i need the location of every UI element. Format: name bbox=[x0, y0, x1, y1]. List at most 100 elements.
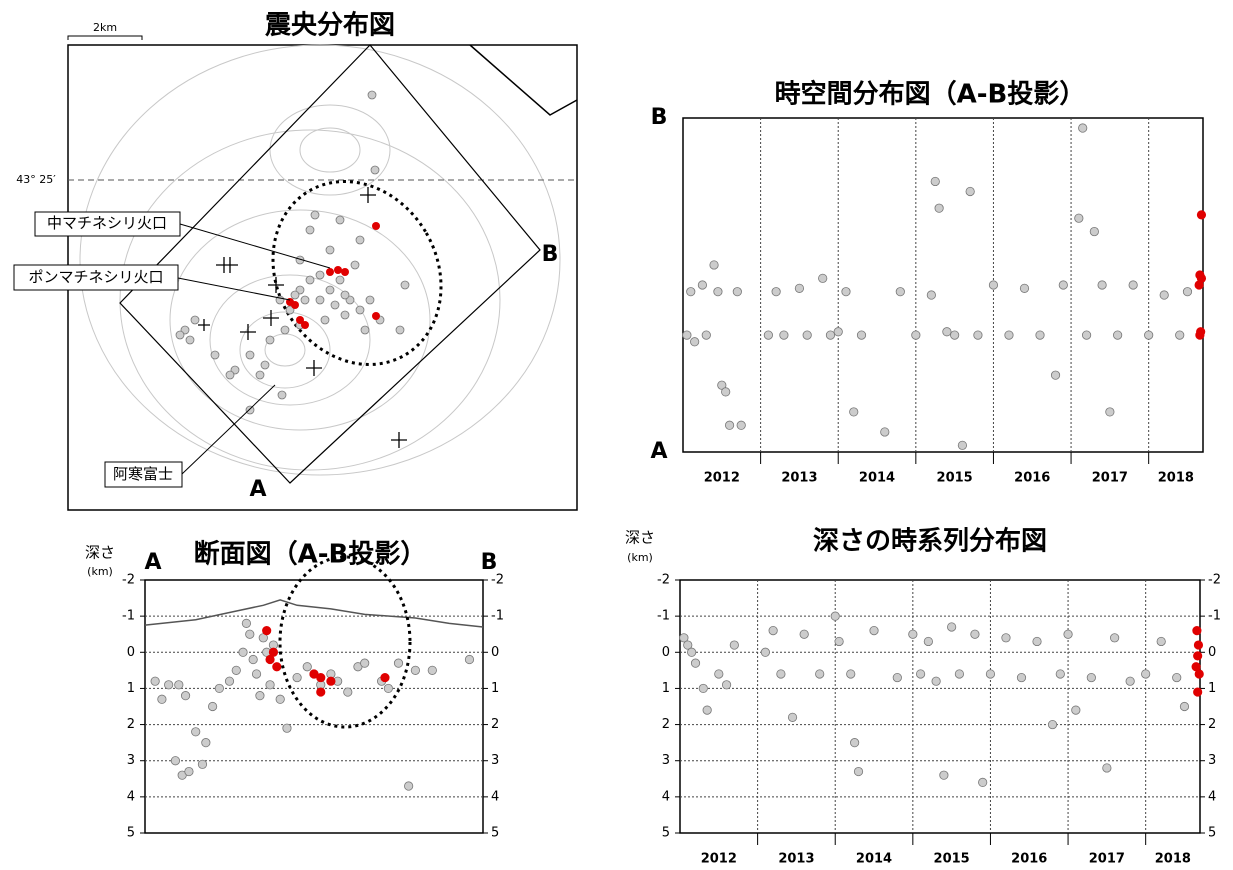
event-recent bbox=[262, 625, 272, 636]
epicenter bbox=[305, 225, 315, 235]
epicenter bbox=[335, 275, 345, 285]
x-tick-label: 2015 bbox=[934, 852, 970, 867]
epicenter bbox=[395, 325, 405, 335]
x-tick-label: 2015 bbox=[937, 471, 973, 486]
event bbox=[714, 669, 724, 679]
depth-time-panel: 深さの時系列分布図 -2 -2 -1 -1 0 0 1 1 2 2 3 3 4 4 5 5 2012 2013 201… bbox=[625, 527, 1221, 867]
event bbox=[702, 705, 712, 715]
event bbox=[150, 676, 160, 686]
y-axis-label: 深さ bbox=[625, 529, 655, 547]
event bbox=[1159, 290, 1169, 300]
y-tick-label: 0 bbox=[662, 645, 670, 660]
event-recent bbox=[1196, 273, 1207, 283]
epicenter bbox=[175, 330, 185, 340]
event-recent bbox=[1194, 669, 1204, 679]
event bbox=[973, 330, 983, 340]
stations bbox=[198, 187, 407, 448]
event bbox=[768, 625, 778, 636]
x-tick-label: 2016 bbox=[1014, 471, 1050, 486]
epicenter-recent bbox=[341, 268, 349, 276]
event bbox=[383, 683, 393, 694]
panel-title: 時空間分布図（A-B投影） bbox=[775, 79, 1086, 110]
y-tick-label-right: 4 bbox=[491, 789, 499, 804]
epicenter bbox=[210, 350, 220, 360]
epicenter-recent bbox=[301, 321, 309, 329]
y-tick-label: 3 bbox=[662, 753, 670, 768]
event bbox=[255, 691, 265, 701]
x-tick-label: 2017 bbox=[1089, 852, 1125, 867]
event bbox=[880, 427, 890, 437]
epicenter bbox=[260, 360, 270, 370]
epicenter bbox=[265, 335, 275, 345]
event bbox=[687, 647, 697, 657]
event bbox=[942, 327, 952, 337]
event bbox=[1032, 636, 1042, 647]
event bbox=[830, 611, 840, 621]
event bbox=[1105, 407, 1115, 417]
epicenter-recent bbox=[326, 268, 334, 276]
event bbox=[410, 665, 420, 675]
event bbox=[1016, 672, 1027, 683]
event bbox=[732, 287, 742, 297]
epicenter bbox=[330, 300, 340, 310]
event bbox=[760, 647, 770, 657]
crater-label: ポンマチネシリ火口 bbox=[28, 268, 163, 286]
event bbox=[950, 330, 960, 340]
event bbox=[1058, 280, 1068, 290]
event bbox=[721, 680, 732, 690]
event bbox=[833, 327, 843, 337]
event bbox=[241, 618, 251, 628]
panel-title: 断面図（A-B投影） bbox=[194, 539, 427, 570]
plot-frame bbox=[679, 579, 1201, 834]
event bbox=[682, 330, 692, 340]
event bbox=[404, 781, 414, 791]
event bbox=[846, 669, 856, 679]
event bbox=[238, 647, 248, 657]
event bbox=[818, 273, 828, 283]
x-tick-label: 2012 bbox=[701, 852, 737, 867]
epicenter bbox=[335, 215, 345, 225]
y-tick-label: 1 bbox=[662, 681, 670, 696]
epicenter bbox=[325, 245, 335, 255]
y-tick-label-right: 0 bbox=[491, 645, 499, 660]
epicenter-recent bbox=[372, 222, 380, 230]
epicenter bbox=[360, 325, 370, 335]
y-tick-label: 4 bbox=[662, 789, 670, 804]
event bbox=[915, 669, 926, 679]
coastline bbox=[469, 44, 578, 116]
y-tick-label: -2 bbox=[657, 573, 670, 588]
event bbox=[184, 766, 194, 777]
event bbox=[947, 622, 957, 632]
event-recent bbox=[272, 662, 282, 672]
y-tick-label-right: 1 bbox=[491, 681, 499, 696]
event bbox=[1035, 330, 1045, 340]
event bbox=[1074, 213, 1084, 223]
event bbox=[1078, 123, 1088, 133]
epicenter bbox=[300, 295, 310, 305]
event bbox=[1081, 330, 1092, 340]
event bbox=[1175, 330, 1185, 340]
event bbox=[302, 662, 312, 672]
event bbox=[248, 654, 258, 665]
epicenter bbox=[280, 325, 290, 335]
epicenter-recent bbox=[291, 301, 299, 309]
event bbox=[690, 337, 700, 347]
latitude-label: 43° 25′ bbox=[16, 173, 56, 186]
scale-bar bbox=[67, 35, 143, 40]
event bbox=[1144, 330, 1154, 340]
event bbox=[799, 629, 809, 639]
epicenter bbox=[305, 275, 315, 285]
epicenter bbox=[350, 260, 360, 270]
event bbox=[690, 658, 701, 668]
label-box bbox=[34, 211, 181, 237]
event bbox=[970, 629, 980, 639]
event bbox=[841, 287, 851, 297]
map-title: 震央分布図 bbox=[265, 11, 395, 41]
event bbox=[191, 727, 201, 737]
event bbox=[908, 629, 918, 639]
x-tick-label: 2014 bbox=[859, 471, 895, 486]
event bbox=[1179, 701, 1190, 712]
event bbox=[713, 287, 723, 297]
event bbox=[282, 723, 292, 733]
